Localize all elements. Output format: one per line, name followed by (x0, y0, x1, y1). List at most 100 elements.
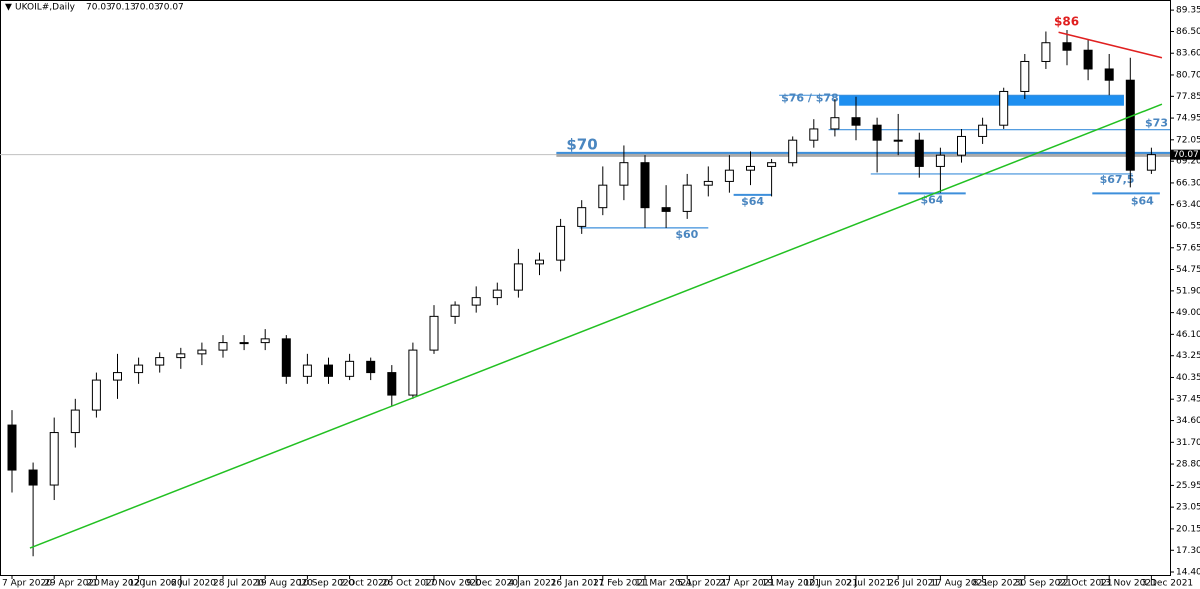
candle-body (1146, 154, 1156, 171)
candle-body (893, 139, 903, 142)
candle-body (556, 225, 566, 261)
y-tick-label: 83.60 (1176, 49, 1200, 59)
candle-body (197, 349, 207, 355)
y-tick-label: 72.05 (1176, 135, 1200, 145)
x-tick-label: 9 Dec 2020 (466, 579, 518, 589)
plot-frame (0, 0, 1171, 576)
x-tick-label: 22 Oct 2021 (1057, 579, 1113, 589)
candle-body (492, 289, 502, 299)
trendline (1058, 31, 1163, 59)
y-tick-label: 60.55 (1176, 222, 1200, 232)
trendline-label: $86 (1054, 15, 1079, 29)
y-tick-label: 57.65 (1176, 243, 1200, 253)
candle-body (830, 117, 840, 130)
x-tick-label: 30 Sep 2021 (1015, 579, 1072, 589)
candle-body (260, 338, 270, 344)
price-box-label: 70.07 (1173, 150, 1199, 160)
candle-body (281, 338, 291, 377)
x-tick-label: 10 Jun 2021 (804, 579, 858, 589)
y-tick-label: 80.70 (1176, 70, 1200, 80)
y-tick-label: 77.85 (1176, 92, 1200, 102)
candle-body (345, 360, 355, 377)
candle-body (302, 364, 312, 377)
x-tick-label: 26 Oct 2020 (382, 579, 438, 589)
y-tick-label: 25.95 (1176, 481, 1200, 491)
y-tick-label: 89.35 (1176, 6, 1200, 16)
candle-body (218, 342, 228, 351)
y-tick-label: 63.40 (1176, 200, 1200, 210)
candle-body (1041, 42, 1051, 62)
y-tick-label: 28.80 (1176, 460, 1200, 470)
candle-body (1125, 79, 1135, 171)
y-tick-label: 49.00 (1176, 308, 1200, 318)
x-tick-label: 12 Jun 2020 (129, 579, 183, 589)
candle-body (724, 169, 734, 182)
candle-body (640, 162, 650, 209)
y-tick-label: 37.45 (1176, 395, 1200, 405)
x-tick-label: 5 Apr 2021 (677, 579, 727, 589)
y-tick-label: 40.35 (1176, 373, 1200, 383)
x-tick-label: 26 Jan 2021 (551, 579, 605, 589)
x-tick-label: 17 Feb 2021 (593, 579, 649, 589)
level-label: $70 (566, 135, 597, 153)
candle-body (28, 469, 38, 486)
candle-body (598, 184, 608, 209)
header-ohlc: 70.07 (158, 3, 184, 13)
y-tick-label: 69.20 (1176, 157, 1200, 167)
x-tick-label: 13 Nov 2021 (1099, 579, 1157, 589)
candle-body (619, 162, 629, 186)
candle-body (324, 364, 333, 377)
x-tick-label: 19 May 2021 (762, 579, 821, 589)
level-label: $60 (675, 228, 698, 241)
y-tick-label: 20.15 (1176, 524, 1200, 534)
candle-body (788, 139, 798, 164)
x-tick-label: 26 Jul 2021 (888, 579, 939, 589)
candle-body (703, 180, 713, 186)
y-tick-label: 17.30 (1176, 546, 1200, 556)
x-tick-label: 28 Jul 2020 (213, 579, 264, 589)
y-tick-label: 86.50 (1176, 27, 1200, 37)
level-label: $64 (920, 193, 943, 206)
level-label: $73 (1145, 117, 1168, 130)
level-label: $64 (741, 195, 764, 208)
price-box (1171, 149, 1200, 160)
candle-body (239, 342, 249, 345)
y-tick-label: 31.70 (1176, 438, 1200, 448)
candle-body (999, 90, 1009, 126)
candle-body (113, 372, 122, 381)
candle-body (7, 424, 17, 471)
candle-body (746, 165, 755, 171)
candle-body (513, 263, 523, 291)
level-label: $64 (1131, 194, 1154, 207)
x-tick-label: 2 Jul 2021 (846, 579, 891, 589)
y-tick-label: 34.60 (1176, 416, 1200, 426)
x-tick-label: 17 Aug 2021 (930, 579, 988, 589)
candle-body (471, 297, 481, 306)
candle-body (1020, 60, 1030, 92)
candle-body (70, 409, 80, 434)
trendline (29, 103, 1163, 549)
x-tick-label: 21 May 2020 (86, 579, 145, 589)
y-tick-label: 14.40 (1176, 568, 1200, 578)
band-label: $76 / $78 (781, 91, 839, 104)
candle-body (155, 357, 165, 366)
candle-body (134, 364, 144, 374)
candle-body (535, 259, 544, 265)
candle-body (682, 184, 692, 212)
collapse-icon: ▼ (5, 3, 12, 13)
candle-body (914, 139, 924, 167)
y-tick-label: 51.90 (1176, 286, 1200, 296)
candle-body (577, 207, 587, 227)
level-label: $67,5 (1100, 173, 1135, 186)
candle-body (935, 154, 945, 167)
y-tick-label: 54.75 (1176, 265, 1200, 275)
x-tick-label: 4 Jan 2021 (508, 579, 556, 589)
candle-body (366, 360, 376, 374)
candle-body (661, 207, 671, 212)
x-tick-label: 11 Mar 2021 (635, 579, 692, 589)
header-ohlc: 70.13 (110, 3, 136, 13)
candle-body (957, 135, 966, 156)
y-tick-label: 43.25 (1176, 351, 1200, 361)
